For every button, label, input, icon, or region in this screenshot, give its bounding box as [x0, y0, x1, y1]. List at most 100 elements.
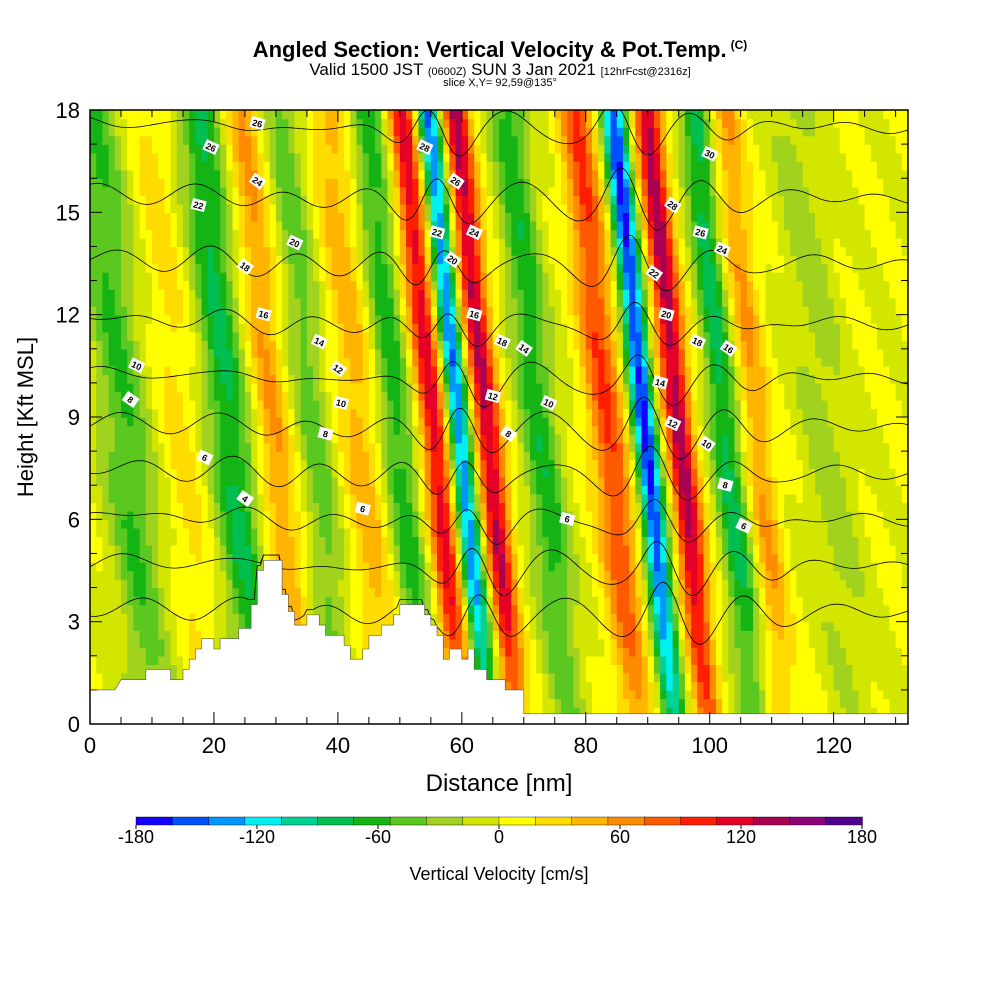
- velocity-cell: [399, 544, 407, 555]
- velocity-cell: [635, 476, 643, 486]
- velocity-cell: [207, 553, 215, 563]
- velocity-cell: [573, 451, 581, 461]
- velocity-cell: [393, 570, 401, 580]
- velocity-cell: [288, 493, 296, 503]
- velocity-cell: [802, 561, 810, 572]
- velocity-cell: [784, 604, 791, 614]
- velocity-cell: [610, 519, 618, 529]
- velocity-cell: [164, 399, 172, 410]
- velocity-cell: [127, 647, 135, 657]
- velocity-cell: [164, 570, 172, 580]
- velocity-cell: [560, 698, 568, 708]
- velocity-cell: [406, 596, 413, 606]
- velocity-cell: [443, 417, 451, 427]
- velocity-cell: [331, 613, 339, 623]
- velocity-cell: [523, 655, 531, 666]
- velocity-cell: [96, 519, 104, 529]
- velocity-cell: [164, 476, 172, 486]
- velocity-cell: [573, 434, 581, 444]
- velocity-cell: [567, 613, 575, 623]
- velocity-cell: [852, 417, 860, 427]
- velocity-cell: [461, 493, 469, 503]
- velocity-cell: [288, 596, 296, 606]
- velocity-cell: [449, 613, 457, 623]
- velocity-cell: [232, 502, 240, 512]
- velocity-cell: [102, 604, 110, 614]
- velocity-cell: [492, 647, 500, 657]
- velocity-cell: [523, 399, 531, 410]
- velocity-cell: [895, 604, 903, 614]
- velocity-cell: [356, 527, 364, 538]
- velocity-cell: [257, 536, 265, 546]
- velocity-cell: [151, 536, 159, 546]
- velocity-cell: [771, 706, 779, 717]
- velocity-cell: [796, 706, 804, 717]
- velocity-cell: [164, 485, 172, 495]
- velocity-cell: [468, 399, 475, 410]
- velocity-cell: [294, 596, 302, 606]
- velocity-cell: [331, 587, 339, 597]
- velocity-cell: [195, 476, 203, 486]
- velocity-cell: [220, 527, 228, 538]
- velocity-cell: [877, 698, 884, 708]
- velocity-cell: [542, 493, 550, 503]
- velocity-cell: [616, 476, 624, 486]
- velocity-cell: [449, 442, 457, 452]
- velocity-cell: [852, 655, 860, 666]
- velocity-cell: [573, 706, 581, 717]
- velocity-cell: [827, 604, 835, 614]
- velocity-cell: [480, 476, 488, 486]
- velocity-cell: [616, 468, 624, 478]
- velocity-cell: [883, 434, 891, 444]
- velocity-cell: [591, 672, 599, 683]
- velocity-cell: [629, 638, 637, 648]
- velocity-cell: [176, 476, 184, 486]
- velocity-cell: [96, 621, 104, 631]
- velocity-cell: [486, 476, 494, 486]
- velocity-cell: [337, 561, 345, 572]
- velocity-cell: [746, 570, 754, 580]
- velocity-cell: [858, 493, 866, 503]
- velocity-cell: [579, 672, 587, 683]
- velocity-cell: [542, 519, 550, 529]
- velocity-cell: [691, 417, 699, 427]
- velocity-cell: [102, 510, 110, 521]
- velocity-cell: [802, 493, 810, 503]
- velocity-cell: [263, 408, 271, 418]
- velocity-cell: [796, 613, 804, 623]
- velocity-cell: [734, 485, 742, 495]
- velocity-cell: [635, 553, 643, 563]
- velocity-cell: [560, 630, 568, 640]
- velocity-cell: [579, 408, 587, 418]
- velocity-cell: [195, 425, 203, 435]
- velocity-cell: [449, 485, 457, 495]
- velocity-cell: [133, 408, 141, 418]
- velocity-cell: [232, 476, 240, 486]
- velocity-cell: [647, 468, 655, 478]
- velocity-cell: [616, 647, 624, 657]
- velocity-cell: [474, 544, 482, 555]
- velocity-cell: [610, 493, 618, 503]
- velocity-cell: [684, 689, 692, 700]
- velocity-cell: [344, 604, 351, 614]
- velocity-cell: [325, 621, 333, 631]
- velocity-cell: [468, 468, 475, 478]
- velocity-cell: [796, 510, 804, 521]
- velocity-cell: [412, 527, 420, 538]
- velocity-cell: [220, 493, 228, 503]
- velocity-cell: [406, 442, 413, 452]
- velocity-cell: [275, 425, 283, 435]
- velocity-cell: [846, 561, 853, 572]
- velocity-cell: [883, 485, 891, 495]
- velocity-cell: [232, 442, 240, 452]
- velocity-cell: [536, 476, 544, 486]
- velocity-cell: [697, 561, 705, 572]
- velocity-cell: [393, 417, 401, 427]
- velocity-cell: [560, 459, 568, 469]
- velocity-cell: [591, 604, 599, 614]
- velocity-cell: [313, 493, 320, 503]
- velocity-cell: [387, 596, 395, 606]
- velocity-cell: [523, 579, 531, 589]
- velocity-cell: [877, 544, 884, 555]
- velocity-cell: [870, 579, 878, 589]
